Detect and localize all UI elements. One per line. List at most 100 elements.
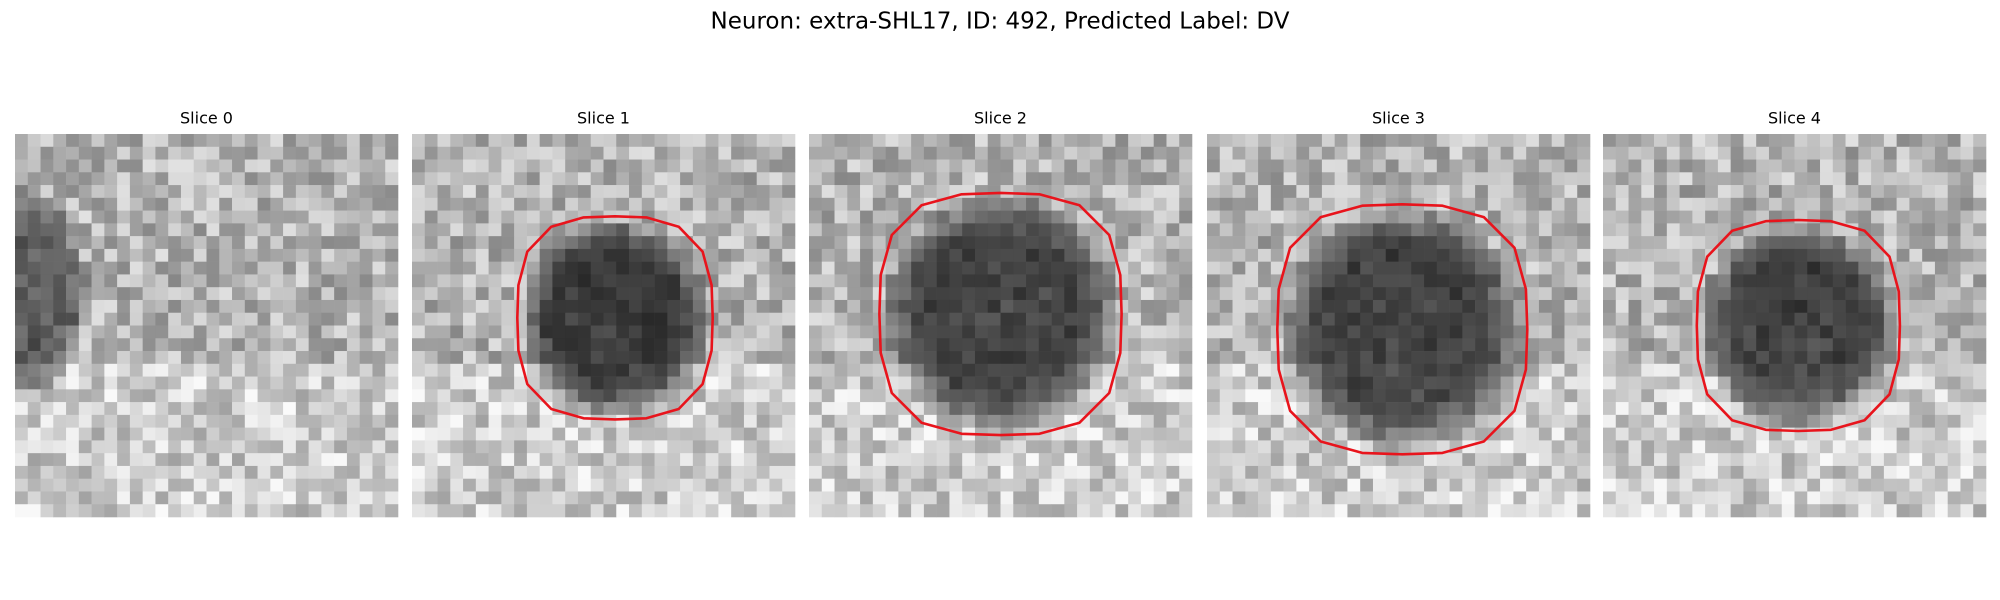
pixel	[769, 159, 783, 173]
pixel	[168, 389, 182, 403]
pixel	[1883, 248, 1897, 262]
pixel	[1871, 248, 1885, 262]
pixel	[565, 414, 579, 428]
pixel	[1538, 274, 1552, 288]
pixel	[295, 478, 309, 492]
pixel	[834, 159, 848, 173]
pixel	[1077, 427, 1091, 441]
pixel	[168, 299, 182, 314]
pixel	[437, 504, 451, 518]
pixel	[1487, 453, 1501, 467]
pixel	[385, 325, 399, 339]
pixel	[1705, 172, 1719, 186]
pixel	[1398, 427, 1412, 441]
pixel	[1245, 402, 1259, 416]
pixel	[206, 325, 220, 339]
pixel	[1641, 351, 1655, 365]
pixel	[1115, 402, 1129, 416]
pixel	[1424, 172, 1438, 186]
pixel	[1102, 478, 1116, 492]
pixel	[91, 236, 105, 250]
pixel	[104, 427, 118, 441]
pixel	[936, 223, 950, 237]
pixel	[15, 134, 29, 148]
pixel	[692, 261, 706, 275]
pixel	[1089, 453, 1103, 467]
pixel	[1794, 478, 1808, 492]
pixel	[1794, 351, 1808, 365]
pixel	[1679, 223, 1693, 237]
pixel	[219, 223, 233, 237]
pixel	[1411, 351, 1425, 365]
pixel	[1475, 248, 1489, 262]
pixel	[1424, 504, 1438, 518]
pixel	[1309, 414, 1323, 428]
pixel	[1013, 453, 1027, 467]
pixel	[1232, 440, 1246, 454]
pixel	[616, 325, 630, 339]
pixel	[1922, 376, 1936, 390]
pixel	[232, 134, 246, 148]
pixel	[1077, 402, 1091, 416]
pixel	[1026, 172, 1040, 186]
pixel	[1947, 299, 1961, 314]
pixel	[385, 185, 399, 199]
pixel	[743, 427, 757, 441]
pixel	[308, 453, 322, 467]
pixel	[514, 338, 528, 352]
pixel	[1820, 159, 1834, 173]
pixel	[565, 491, 579, 505]
pixel	[1270, 159, 1284, 173]
pixel	[974, 223, 989, 237]
pixel	[1051, 414, 1065, 428]
pixel	[1603, 504, 1617, 518]
pixel	[1692, 159, 1706, 173]
pixel	[1781, 172, 1795, 186]
pixel	[680, 414, 694, 428]
pixel	[244, 465, 258, 479]
pixel	[1858, 274, 1872, 288]
pixel	[1128, 363, 1142, 377]
pixel	[155, 159, 169, 173]
pixel	[1756, 414, 1770, 428]
pixel	[834, 236, 848, 250]
pixel	[782, 223, 796, 237]
pixel	[1820, 134, 1834, 148]
pixel	[1115, 478, 1129, 492]
pixel	[257, 159, 271, 173]
pixel	[359, 453, 373, 467]
pixel	[1462, 197, 1476, 211]
pixel	[1258, 351, 1272, 365]
pixel	[1245, 134, 1259, 148]
pixel	[385, 236, 399, 250]
pixel	[1334, 248, 1348, 262]
pixel	[1309, 172, 1323, 186]
pixel	[1347, 248, 1361, 262]
pixel	[705, 146, 719, 160]
pixel	[1666, 172, 1680, 186]
pixel	[1500, 363, 1514, 377]
pixel	[1000, 236, 1014, 250]
pixel	[475, 351, 489, 365]
pixel	[1411, 159, 1425, 173]
pixel	[1089, 325, 1103, 339]
pixel	[718, 478, 732, 492]
pixel	[834, 453, 848, 467]
pixel	[1679, 146, 1693, 160]
pixel	[847, 363, 861, 377]
pixel	[1973, 146, 1987, 160]
pixel	[1270, 453, 1284, 467]
pixel	[104, 504, 118, 518]
pixel	[987, 134, 1001, 148]
pixel	[1449, 376, 1463, 390]
pixel	[1321, 287, 1335, 301]
pixel	[53, 223, 67, 237]
pixel	[552, 427, 566, 441]
pixel	[1115, 504, 1129, 518]
pixel	[193, 453, 207, 467]
pixel	[1219, 453, 1233, 467]
pixel	[1934, 197, 1948, 211]
pixel	[705, 376, 719, 390]
pixel	[1743, 197, 1757, 211]
pixel	[1538, 491, 1552, 505]
